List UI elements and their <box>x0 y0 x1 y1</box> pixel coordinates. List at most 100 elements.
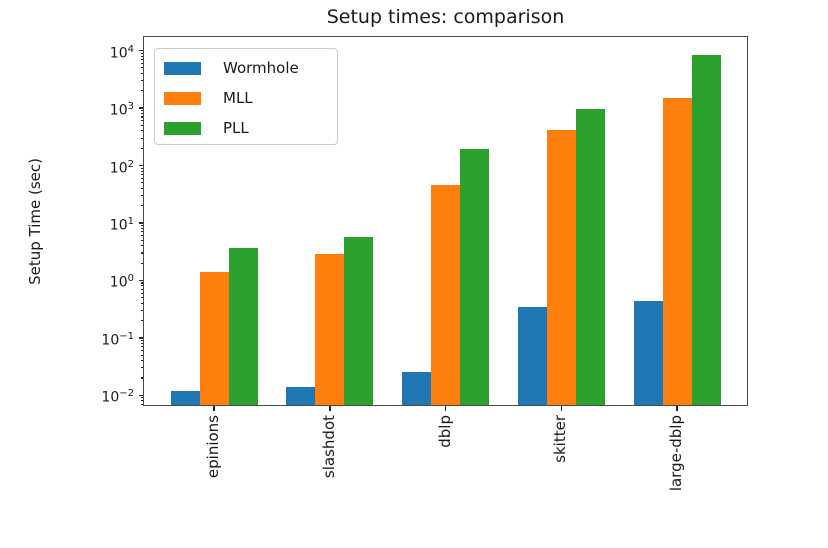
x-tick <box>444 406 447 411</box>
bar-wormhole-dblp <box>402 372 431 405</box>
x-tick-label-skitter: skitter <box>551 415 570 463</box>
y-tick-label: 104 <box>109 43 134 62</box>
y-minor-tick <box>140 297 143 299</box>
y-major-tick <box>138 279 143 282</box>
x-tick <box>329 406 331 411</box>
bar-pll-skitter <box>575 108 605 405</box>
y-minor-tick <box>140 137 143 139</box>
bar-mll-slashdot <box>315 253 345 405</box>
y-major-tick <box>138 394 143 396</box>
y-minor-tick <box>140 309 143 311</box>
bar-pll-epinions <box>228 248 258 405</box>
legend-entry-mll: MLL <box>155 83 337 113</box>
y-tick-label: 103 <box>109 101 134 119</box>
y-major-tick <box>138 337 143 339</box>
y-tick-label: 100 <box>109 273 134 292</box>
legend-label: Wormhole <box>223 59 299 77</box>
x-tick <box>560 406 562 411</box>
x-tick-label-slashdot: slashdot <box>319 415 338 479</box>
y-minor-tick <box>140 292 143 294</box>
y-minor-tick <box>140 177 143 179</box>
legend: Wormhole MLL PLL <box>154 48 338 145</box>
y-minor-tick <box>140 173 143 175</box>
y-minor-tick <box>140 339 143 341</box>
y-minor-tick <box>140 360 143 362</box>
y-axis-label: Setup Time (sec) <box>26 157 44 285</box>
y-minor-tick <box>140 59 143 61</box>
y-tick-label: 10−2 <box>101 388 134 406</box>
y-minor-tick <box>140 288 143 290</box>
y-minor-tick <box>140 67 143 69</box>
y-minor-tick <box>140 205 143 207</box>
y-tick-label: 102 <box>109 158 134 177</box>
y-minor-tick <box>140 227 143 230</box>
pll-swatch-icon <box>164 121 201 135</box>
y-minor-tick <box>140 346 143 348</box>
y-minor-tick <box>140 187 143 189</box>
chart-title: Setup times: comparison <box>326 6 565 28</box>
y-minor-tick <box>140 403 143 405</box>
bar-wormhole-large-dblp <box>633 301 663 405</box>
y-minor-tick <box>140 235 143 237</box>
y-minor-tick <box>140 231 143 233</box>
y-minor-tick <box>140 262 143 264</box>
y-axis-label-box: Setup Time (sec) <box>22 36 48 406</box>
legend-entry-wormhole: Wormhole <box>155 53 337 83</box>
x-tick-label-epinions: epinions <box>204 415 222 479</box>
y-minor-tick <box>140 130 143 132</box>
y-major-tick <box>138 107 143 109</box>
bar-wormhole-skitter <box>517 307 547 405</box>
y-minor-tick <box>140 354 143 356</box>
y-tick-label: 101 <box>109 215 134 234</box>
y-minor-tick <box>140 282 143 284</box>
x-tick-label-dblp: dblp <box>435 415 454 448</box>
y-minor-tick <box>140 90 143 92</box>
y-minor-tick <box>140 80 143 82</box>
bar-wormhole-epinions <box>170 390 200 405</box>
y-minor-tick <box>140 195 143 197</box>
y-minor-tick <box>140 62 143 64</box>
bar-pll-large-dblp <box>691 54 721 405</box>
y-minor-tick <box>140 377 143 379</box>
legend-entry-pll: PLL <box>155 113 337 143</box>
x-tick <box>676 406 678 411</box>
y-minor-tick <box>140 397 143 399</box>
legend-label: MLL <box>223 89 253 107</box>
y-minor-tick <box>140 170 143 172</box>
x-tick <box>213 406 215 411</box>
y-minor-tick <box>140 400 143 402</box>
y-minor-tick <box>140 72 143 75</box>
y-major-tick <box>138 164 143 167</box>
y-minor-tick <box>140 52 143 54</box>
y-tick-label: 10−1 <box>101 330 134 349</box>
bar-mll-skitter <box>546 130 576 405</box>
y-minor-tick <box>140 285 143 287</box>
y-minor-tick <box>140 252 143 254</box>
wormhole-swatch-icon <box>164 61 201 75</box>
bar-mll-dblp <box>431 185 460 405</box>
y-minor-tick <box>140 110 143 112</box>
y-minor-tick <box>140 350 143 352</box>
y-minor-tick <box>140 245 143 247</box>
legend-label: PLL <box>223 119 249 137</box>
y-minor-tick <box>140 124 143 126</box>
y-minor-tick <box>140 120 143 122</box>
y-minor-tick <box>140 367 143 369</box>
y-minor-tick <box>140 342 143 344</box>
y-minor-tick <box>140 302 143 304</box>
y-minor-tick <box>140 319 143 322</box>
y-minor-tick <box>140 55 143 57</box>
y-minor-tick <box>140 147 143 149</box>
bar-mll-large-dblp <box>662 97 692 405</box>
bar-pll-slashdot <box>344 236 374 405</box>
y-minor-tick <box>140 116 143 118</box>
bar-pll-dblp <box>460 148 489 405</box>
y-minor-tick <box>140 113 143 115</box>
y-minor-tick <box>140 239 143 241</box>
y-minor-tick <box>140 167 143 169</box>
y-minor-tick <box>140 182 143 184</box>
y-major-tick <box>138 222 143 224</box>
x-tick-label-large-dblp: large-dblp <box>667 415 685 492</box>
y-major-tick <box>138 49 143 52</box>
